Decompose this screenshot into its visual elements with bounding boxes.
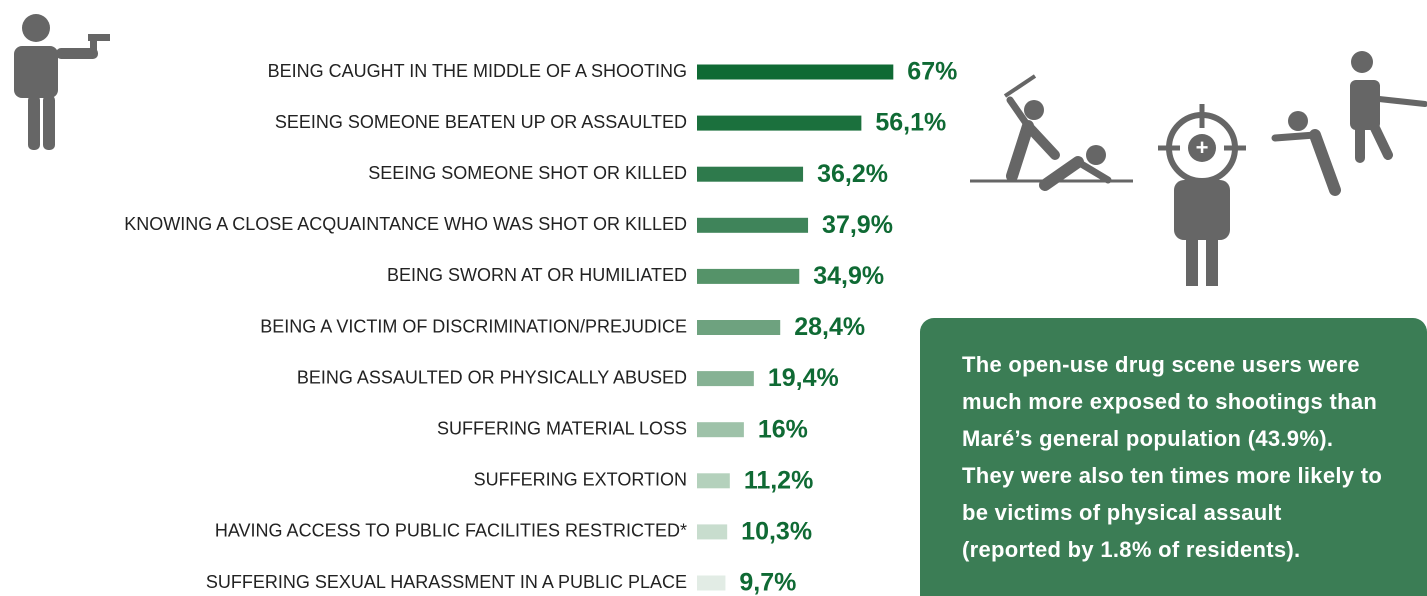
category-label: BEING ASSAULTED OR PHYSICALLY ABUSED (297, 367, 687, 387)
bar (697, 115, 862, 131)
value-label: 37,9% (822, 211, 893, 239)
bar (697, 268, 800, 284)
category-label: BEING SWORN AT OR HUMILIATED (387, 265, 687, 285)
bar (697, 166, 804, 182)
value-label: 11,2% (744, 466, 814, 494)
category-label: BEING CAUGHT IN THE MIDDLE OF A SHOOTING (268, 61, 687, 81)
annotation-box: The open-use drug scene users were much … (920, 318, 1427, 596)
bar (697, 320, 781, 335)
category-label: SEEING SOMEONE BEATEN UP OR ASSAULTED (275, 112, 687, 132)
category-label: BEING A VICTIM OF DISCRIMINATION/PREJUDI… (260, 316, 687, 336)
value-label: 28,4% (794, 313, 865, 341)
value-label: 9,7% (739, 569, 796, 596)
bar (697, 422, 744, 438)
value-label: 36,2% (817, 160, 888, 188)
category-label: SUFFERING MATERIAL LOSS (437, 418, 687, 438)
value-label: 10,3% (741, 518, 812, 546)
icon-gunman (14, 14, 110, 150)
bar (697, 473, 730, 489)
value-label: 19,4% (768, 364, 839, 392)
bar (697, 371, 754, 387)
bar (697, 575, 726, 591)
value-label: 16% (758, 415, 808, 443)
bar (697, 524, 728, 540)
bar (697, 64, 894, 80)
icon-assault (970, 74, 1133, 191)
category-label: SEEING SOMEONE SHOT OR KILLED (368, 163, 687, 183)
value-label: 56,1% (875, 109, 946, 137)
category-label: SUFFERING SEXUAL HARASSMENT IN A PUBLIC … (206, 572, 687, 592)
icon-target: + (1158, 104, 1246, 286)
bar (697, 217, 809, 233)
category-label: KNOWING A CLOSE ACQUAINTANCE WHO WAS SHO… (124, 214, 687, 234)
icon-chase (1271, 51, 1427, 196)
value-label: 67% (907, 58, 957, 86)
svg-text:+: + (1196, 135, 1209, 160)
value-label: 34,9% (813, 262, 884, 290)
category-label: HAVING ACCESS TO PUBLIC FACILITIES RESTR… (215, 521, 687, 541)
category-label: SUFFERING EXTORTION (474, 470, 687, 490)
